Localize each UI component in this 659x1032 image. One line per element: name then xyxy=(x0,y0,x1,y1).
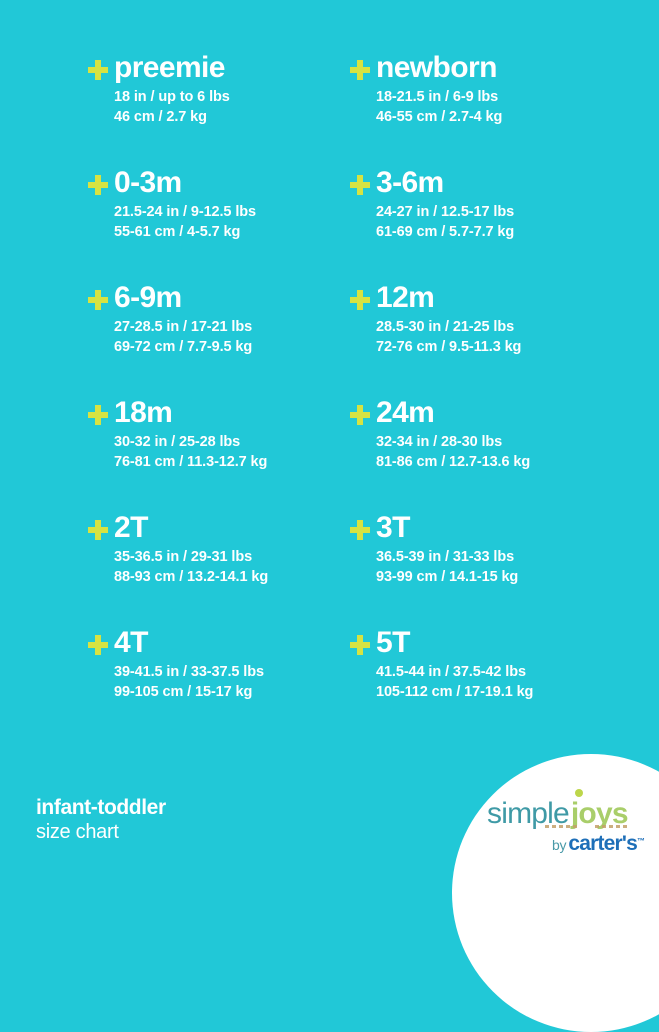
size-grid: preemie 18 in / up to 6 lbs 46 cm / 2.7 … xyxy=(0,52,659,742)
logo-wordmark: simple joys xyxy=(487,789,647,830)
brand-logo: simple joys bycarter's™ xyxy=(487,789,647,856)
size-label: 3-6m xyxy=(376,166,444,199)
logo-simple-text: simple xyxy=(487,797,570,830)
size-imperial: 30-32 in / 25-28 lbs xyxy=(114,434,241,450)
logo-joys-label: joys xyxy=(570,797,629,830)
size-metric: 88-93 cm / 13.2-14.1 kg xyxy=(114,569,269,585)
size-cell-3t: 3T 36.5-39 in / 31-33 lbs 93-99 cm / 14.… xyxy=(350,512,650,627)
size-label: 6-9m xyxy=(114,281,182,314)
size-metric: 105-112 cm / 17-19.1 kg xyxy=(376,684,534,700)
plus-icon xyxy=(88,405,108,425)
size-label: 0-3m xyxy=(114,166,182,199)
logo-byline: bycarter's™ xyxy=(487,832,647,856)
logo-joys-text: joys xyxy=(570,789,629,830)
size-cell-12m: 12m 28.5-30 in / 21-25 lbs 72-76 cm / 9.… xyxy=(350,282,650,397)
plus-icon xyxy=(88,175,108,195)
footer-heading: infant-toddler size chart xyxy=(36,795,166,845)
size-imperial: 41.5-44 in / 37.5-42 lbs xyxy=(376,664,526,680)
size-label: 18m xyxy=(114,396,173,429)
size-metric: 69-72 cm / 7.7-9.5 kg xyxy=(114,339,253,355)
size-metric: 76-81 cm / 11.3-12.7 kg xyxy=(114,454,268,470)
size-metric: 72-76 cm / 9.5-11.3 kg xyxy=(376,339,522,355)
size-label: 24m xyxy=(376,396,435,429)
logo-circle-backdrop xyxy=(452,754,659,1032)
size-imperial: 21.5-24 in / 9-12.5 lbs xyxy=(114,204,256,220)
size-cell-6-9m: 6-9m 27-28.5 in / 17-21 lbs 69-72 cm / 7… xyxy=(88,282,350,397)
joys-dot-icon xyxy=(574,789,583,797)
chart-title: infant-toddler xyxy=(36,796,166,819)
size-metric: 99-105 cm / 15-17 kg xyxy=(114,684,253,700)
size-label: preemie xyxy=(114,51,225,84)
size-cell-24m: 24m 32-34 in / 28-30 lbs 81-86 cm / 12.7… xyxy=(350,397,650,512)
size-cell-preemie: preemie 18 in / up to 6 lbs 46 cm / 2.7 … xyxy=(88,52,350,167)
plus-icon xyxy=(350,635,370,655)
size-cell-5t: 5T 41.5-44 in / 37.5-42 lbs 105-112 cm /… xyxy=(350,627,650,742)
size-imperial: 18-21.5 in / 6-9 lbs xyxy=(376,89,499,105)
size-metric: 93-99 cm / 14.1-15 kg xyxy=(376,569,519,585)
size-imperial: 27-28.5 in / 17-21 lbs xyxy=(114,319,253,335)
size-imperial: 32-34 in / 28-30 lbs xyxy=(376,434,503,450)
size-imperial: 24-27 in / 12.5-17 lbs xyxy=(376,204,515,220)
size-metric: 46-55 cm / 2.7-4 kg xyxy=(376,109,503,125)
plus-icon xyxy=(88,290,108,310)
size-imperial: 18 in / up to 6 lbs xyxy=(114,89,230,105)
size-cell-0-3m: 0-3m 21.5-24 in / 9-12.5 lbs 55-61 cm / … xyxy=(88,167,350,282)
size-label: 4T xyxy=(114,626,148,659)
size-label: 12m xyxy=(376,281,435,314)
size-chart-page: preemie 18 in / up to 6 lbs 46 cm / 2.7 … xyxy=(0,51,659,1032)
size-imperial: 35-36.5 in / 29-31 lbs xyxy=(114,549,253,565)
size-label: 5T xyxy=(376,626,410,659)
size-cell-newborn: newborn 18-21.5 in / 6-9 lbs 46-55 cm / … xyxy=(350,52,650,167)
stitch-decoration-icon xyxy=(545,825,637,830)
size-metric: 55-61 cm / 4-5.7 kg xyxy=(114,224,241,240)
size-cell-18m: 18m 30-32 in / 25-28 lbs 76-81 cm / 11.3… xyxy=(88,397,350,512)
size-imperial: 28.5-30 in / 21-25 lbs xyxy=(376,319,515,335)
size-label: 2T xyxy=(114,511,148,544)
size-cell-4t: 4T 39-41.5 in / 33-37.5 lbs 99-105 cm / … xyxy=(88,627,350,742)
plus-icon xyxy=(350,290,370,310)
size-imperial: 39-41.5 in / 33-37.5 lbs xyxy=(114,664,264,680)
size-label: 3T xyxy=(376,511,410,544)
plus-icon xyxy=(88,635,108,655)
size-metric: 46 cm / 2.7 kg xyxy=(114,109,207,125)
plus-icon xyxy=(88,520,108,540)
trademark-icon: ™ xyxy=(637,836,645,846)
size-cell-3-6m: 3-6m 24-27 in / 12.5-17 lbs 61-69 cm / 5… xyxy=(350,167,650,282)
size-metric: 61-69 cm / 5.7-7.7 kg xyxy=(376,224,515,240)
size-metric: 81-86 cm / 12.7-13.6 kg xyxy=(376,454,531,470)
size-imperial: 36.5-39 in / 31-33 lbs xyxy=(376,549,515,565)
plus-icon xyxy=(350,60,370,80)
size-cell-2t: 2T 35-36.5 in / 29-31 lbs 88-93 cm / 13.… xyxy=(88,512,350,627)
plus-icon xyxy=(350,175,370,195)
plus-icon xyxy=(350,405,370,425)
logo-carters-text: carter's xyxy=(568,832,637,855)
plus-icon xyxy=(350,520,370,540)
size-label: newborn xyxy=(376,51,497,84)
plus-icon xyxy=(88,60,108,80)
chart-subtitle: size chart xyxy=(36,821,119,843)
logo-by-text: by xyxy=(551,837,567,853)
